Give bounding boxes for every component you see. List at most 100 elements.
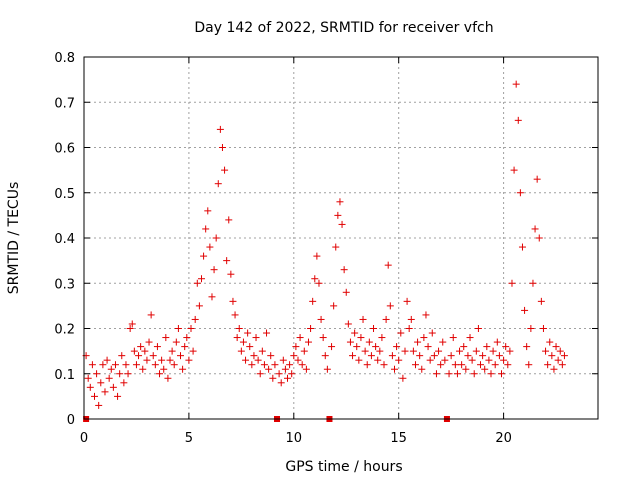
data-point <box>504 361 512 369</box>
data-point <box>277 379 285 387</box>
data-point <box>197 275 205 283</box>
y-tick-label: 0.2 <box>54 323 75 338</box>
data-point <box>497 370 505 378</box>
data-point <box>334 211 342 219</box>
data-point <box>250 352 258 360</box>
data-point <box>458 361 466 369</box>
data-point <box>441 356 449 364</box>
data-point <box>210 266 218 274</box>
data-point <box>124 370 132 378</box>
data-point <box>166 356 174 364</box>
data-point <box>353 343 361 351</box>
data-point <box>271 361 279 369</box>
data-point <box>309 297 317 305</box>
data-point <box>435 347 443 355</box>
plot-frame <box>83 56 599 420</box>
data-point <box>156 370 164 378</box>
data-point <box>502 343 510 351</box>
data-point <box>321 352 329 360</box>
data-point <box>151 361 159 369</box>
data-point <box>185 356 193 364</box>
data-point <box>275 370 283 378</box>
data-point <box>118 352 126 360</box>
data-point <box>489 347 497 355</box>
data-point <box>411 361 419 369</box>
data-point <box>560 352 568 360</box>
data-point <box>162 334 170 342</box>
data-point <box>263 329 271 337</box>
data-point <box>195 302 203 310</box>
data-point <box>531 225 539 233</box>
data-point <box>523 343 531 351</box>
data-point <box>218 144 226 151</box>
x-tick-label: 20 <box>495 431 512 446</box>
data-point <box>244 329 252 337</box>
data-point <box>286 361 294 369</box>
data-point <box>122 361 130 369</box>
data-point <box>95 401 103 409</box>
data-point <box>170 361 178 369</box>
data-point <box>439 338 447 346</box>
data-point <box>160 365 168 373</box>
data-point <box>177 352 185 360</box>
data-point <box>304 338 312 346</box>
data-point <box>227 270 235 278</box>
data-point <box>116 370 124 378</box>
data-point <box>187 325 195 332</box>
data-point <box>344 320 352 328</box>
data-point <box>338 220 346 228</box>
data-point <box>179 365 187 373</box>
data-point <box>202 225 210 233</box>
data-point <box>422 311 430 319</box>
data-point <box>281 365 289 373</box>
y-axis-label: SRMTID / TECUs <box>6 182 22 295</box>
y-tick-label: 0 <box>67 413 75 428</box>
data-point <box>384 261 392 269</box>
data-point <box>248 361 256 369</box>
data-point <box>311 275 319 283</box>
data-point <box>328 343 336 351</box>
data-point <box>315 279 323 287</box>
y-tick-label: 0.6 <box>54 142 75 157</box>
data-point <box>418 365 426 373</box>
data-point <box>437 361 445 369</box>
data-point <box>370 325 378 332</box>
data-point <box>468 356 476 364</box>
data-point <box>111 361 119 369</box>
data-point <box>101 388 109 396</box>
data-point <box>403 297 411 305</box>
data-point <box>399 374 407 382</box>
data-point <box>460 343 468 351</box>
data-point <box>556 347 564 355</box>
data-point <box>237 347 245 355</box>
data-point <box>135 352 143 360</box>
data-point <box>378 334 386 342</box>
data-point <box>361 347 369 355</box>
data-point <box>380 361 388 369</box>
data-point <box>432 370 440 378</box>
data-point <box>229 297 237 305</box>
data-point <box>242 356 250 364</box>
data-point <box>254 356 262 364</box>
chart-title: Day 142 of 2022, SRMTID for receiver vfc… <box>194 20 493 36</box>
data-point <box>128 320 136 328</box>
data-point <box>372 343 380 351</box>
data-point <box>137 343 145 351</box>
data-point <box>518 243 526 251</box>
data-point <box>416 352 424 360</box>
data-point <box>407 315 415 323</box>
data-point <box>466 334 474 342</box>
data-point <box>105 374 113 382</box>
data-point <box>330 302 338 310</box>
data-point <box>342 288 350 296</box>
data-point <box>464 352 472 360</box>
data-point <box>355 356 363 364</box>
data-point <box>449 334 457 342</box>
data-point <box>546 338 554 346</box>
y-tick-label: 0.4 <box>54 232 75 247</box>
data-point <box>183 334 191 342</box>
data-point <box>307 325 315 332</box>
data-point <box>216 125 224 133</box>
data-point <box>409 347 417 355</box>
data-point <box>288 370 296 378</box>
